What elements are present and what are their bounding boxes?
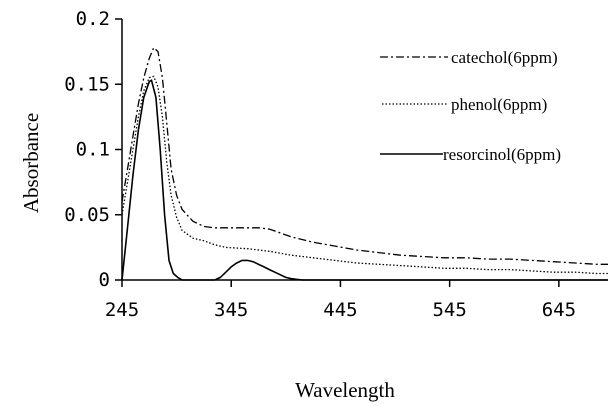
y-tick-label: 0.05 bbox=[64, 204, 110, 226]
y-axis-title: Absorbance bbox=[19, 113, 43, 213]
x-tick-label: 645 bbox=[542, 299, 576, 321]
legend-label: catechol(6ppm) bbox=[451, 48, 558, 67]
legend: catechol(6ppm) phenol(6ppm) resorcinol(6pp… bbox=[380, 48, 561, 164]
x-axis-title: Wavelength bbox=[295, 378, 395, 402]
y-tick-label: 0 bbox=[99, 269, 110, 291]
plot-area bbox=[121, 46, 608, 281]
y-tick-label: 0.2 bbox=[76, 8, 110, 30]
x-tick-label: 545 bbox=[432, 299, 466, 321]
y-tick-label: 0.15 bbox=[64, 73, 110, 95]
legend-label: phenol(6ppm) bbox=[451, 95, 547, 114]
x-tick-label: 445 bbox=[323, 299, 357, 321]
x-tick-label: 345 bbox=[214, 299, 248, 321]
series-line-catecholppm bbox=[121, 46, 608, 265]
series-line-resorcinolppm bbox=[121, 79, 608, 281]
y-tick-label: 0.1 bbox=[76, 139, 110, 161]
series-line-phenolppm bbox=[121, 75, 608, 275]
x-tick-label: 245 bbox=[105, 299, 139, 321]
legend-label: resorcinol(6ppm) bbox=[443, 145, 561, 164]
ticks: 0 0.05 0.1 0.15 0.2 245 345 445 545 645 bbox=[64, 8, 576, 321]
